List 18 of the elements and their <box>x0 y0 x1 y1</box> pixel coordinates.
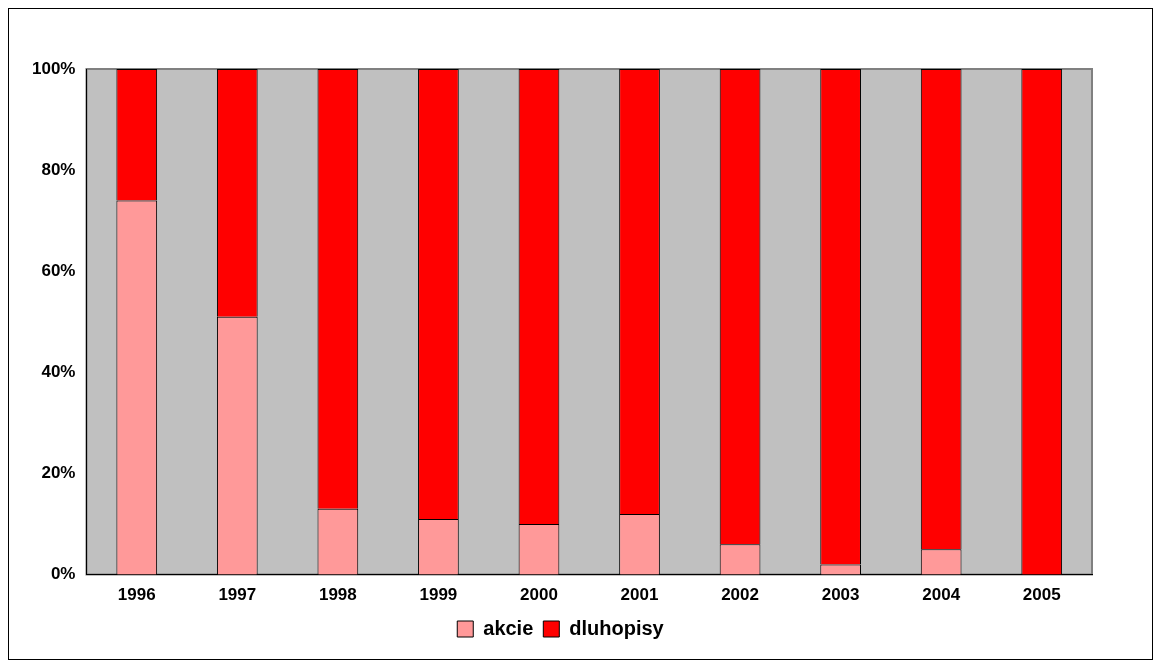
y-tick-label: 80% <box>41 159 76 179</box>
x-tick-label: 1998 <box>318 585 357 605</box>
y-tick-label: 0% <box>50 564 76 584</box>
x-tick-label: 2003 <box>821 585 860 605</box>
x-tick-label: 1996 <box>117 585 156 605</box>
x-tick-label: 2000 <box>520 585 558 605</box>
x-tick-label: 2005 <box>1022 585 1061 605</box>
x-tick-label: 2002 <box>721 585 759 605</box>
legend-label: dluhopisy <box>569 616 665 639</box>
y-tick-label: 20% <box>41 463 76 483</box>
x-tick-label: 2004 <box>922 585 961 605</box>
y-tick-label: 100% <box>32 58 76 78</box>
legend-label: akcie <box>483 616 534 639</box>
x-tick-label: 1997 <box>218 585 257 605</box>
x-tick-label: 2001 <box>620 585 659 605</box>
y-tick-label: 40% <box>41 362 76 382</box>
x-tick-label: 1999 <box>419 585 458 605</box>
y-tick-label: 60% <box>41 260 76 280</box>
